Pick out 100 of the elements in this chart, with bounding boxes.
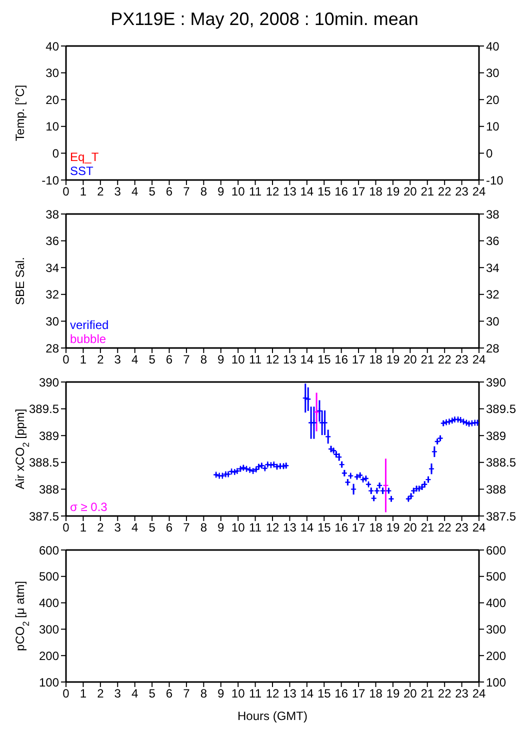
legend-label: bubble xyxy=(70,332,108,346)
x-tick-label: 16 xyxy=(334,686,348,701)
x-tick-label: 11 xyxy=(249,352,262,367)
x-tick-label: 21 xyxy=(420,352,434,367)
x-tick-label: 11 xyxy=(249,184,262,199)
x-tick-label: 4 xyxy=(131,520,138,535)
y-tick-label: 390 xyxy=(38,375,60,390)
x-tick-label: 5 xyxy=(148,184,156,199)
y2-tick-label: 500 xyxy=(486,570,506,584)
x-tick-label: 12 xyxy=(266,184,280,199)
x-tick-label: 13 xyxy=(283,520,297,535)
x-tick-label: 20 xyxy=(403,686,418,701)
x-tick-label: 18 xyxy=(369,352,383,367)
y-tick-label: 30 xyxy=(46,314,60,328)
x-tick-label: 15 xyxy=(317,184,332,199)
x-tick-label: 24 xyxy=(472,184,486,199)
y2-tick-label: 30 xyxy=(486,314,500,328)
x-tick-label: 23 xyxy=(455,520,469,535)
x-tick-label: 20 xyxy=(403,352,418,367)
x-tick-label: 10 xyxy=(231,520,246,535)
x-tick-label: 0 xyxy=(62,352,70,367)
y2-tick-label: -10 xyxy=(486,173,504,188)
y2-tick-label: 388 xyxy=(486,482,506,496)
y-tick-label: 36 xyxy=(46,234,60,248)
x-tick-label: 3 xyxy=(114,686,122,701)
x-tick-label: 2 xyxy=(97,352,104,367)
x-tick-label: 24 xyxy=(472,520,486,535)
x-tick-label: 18 xyxy=(369,686,383,701)
x-tick-label: 14 xyxy=(300,352,314,367)
y2-tick-label: 30 xyxy=(486,66,500,80)
x-tick-label: 12 xyxy=(266,352,280,367)
x-tick-label: 6 xyxy=(166,352,173,367)
x-tick-label: 15 xyxy=(317,686,332,701)
x-tick-label: 5 xyxy=(148,686,156,701)
y-tick-label: 500 xyxy=(38,570,60,584)
x-tick-label: 10 xyxy=(231,352,246,367)
x-tick-label: 4 xyxy=(131,686,138,701)
x-tick-label: 16 xyxy=(334,352,348,367)
x-tick-label: 0 xyxy=(62,520,70,535)
x-tick-label: 4 xyxy=(131,184,138,199)
x-tick-label: 24 xyxy=(472,686,486,701)
x-tick-label: 8 xyxy=(200,686,208,701)
x-tick-label: 9 xyxy=(218,184,225,199)
x-tick-label: 19 xyxy=(386,352,400,367)
y-tick-label: 388 xyxy=(38,482,60,496)
x-tick-label: 17 xyxy=(352,686,366,701)
x-tick-label: 14 xyxy=(300,184,314,199)
x-tick-label: 17 xyxy=(352,352,366,367)
y2-tick-label: 390 xyxy=(486,375,506,390)
y2-tick-label: 600 xyxy=(486,543,506,558)
y2-tick-label: 20 xyxy=(486,92,500,107)
x-tick-label: 20 xyxy=(403,184,418,199)
x-tick-label: 14 xyxy=(300,686,314,701)
x-tick-label: 18 xyxy=(369,184,383,199)
x-tick-label: 21 xyxy=(420,520,434,535)
x-tick-label: 22 xyxy=(438,686,452,701)
y-tick-label: 200 xyxy=(38,648,60,663)
x-tick-label: 0 xyxy=(62,184,70,199)
x-axis-title: Hours (GMT) xyxy=(238,709,308,723)
x-tick-label: 1 xyxy=(80,686,87,701)
y2-tick-label: 388.5 xyxy=(486,456,516,470)
x-tick-label: 19 xyxy=(386,686,400,701)
y2-tick-label: 200 xyxy=(486,648,506,663)
y2-tick-label: 387.5 xyxy=(486,509,516,524)
y2-tick-label: 36 xyxy=(486,234,500,248)
y-axis-title: SBE Sal. xyxy=(13,256,27,306)
x-tick-label: 0 xyxy=(62,686,70,701)
y2-tick-label: 32 xyxy=(486,288,500,302)
x-tick-label: 16 xyxy=(334,520,348,535)
y2-tick-label: 400 xyxy=(486,596,506,610)
legend-label: Eq_T xyxy=(70,150,99,164)
x-tick-label: 2 xyxy=(97,686,104,701)
x-tick-label: 12 xyxy=(266,686,280,701)
y-tick-label: 300 xyxy=(38,622,60,636)
y2-tick-label: 10 xyxy=(486,120,500,134)
x-tick-label: 9 xyxy=(218,686,225,701)
x-tick-label: 5 xyxy=(148,352,156,367)
y-tick-label: 32 xyxy=(46,288,60,302)
y-tick-label: 100 xyxy=(38,675,60,690)
x-tick-label: 4 xyxy=(131,352,138,367)
y2-tick-label: 100 xyxy=(486,675,506,690)
x-tick-label: 2 xyxy=(97,184,104,199)
y-tick-label: 40 xyxy=(46,39,60,54)
x-tick-label: 6 xyxy=(166,686,173,701)
x-tick-label: 7 xyxy=(183,520,190,535)
x-tick-label: 15 xyxy=(317,352,332,367)
x-tick-label: 8 xyxy=(200,520,208,535)
legend-label: SST xyxy=(70,164,94,178)
y-tick-label: 387.5 xyxy=(28,509,60,524)
x-tick-label: 13 xyxy=(283,686,297,701)
y-tick-label: 28 xyxy=(46,341,60,356)
y2-tick-label: 34 xyxy=(486,260,500,275)
x-tick-label: 23 xyxy=(455,686,469,701)
x-tick-label: 1 xyxy=(80,520,87,535)
y-tick-label: 389 xyxy=(38,428,60,443)
y-tick-label: 30 xyxy=(46,66,60,80)
y2-tick-label: 300 xyxy=(486,622,506,636)
y2-tick-label: 0 xyxy=(486,146,493,160)
y-axis-title: Temp. [°C] xyxy=(13,84,27,142)
x-tick-label: 22 xyxy=(438,352,452,367)
